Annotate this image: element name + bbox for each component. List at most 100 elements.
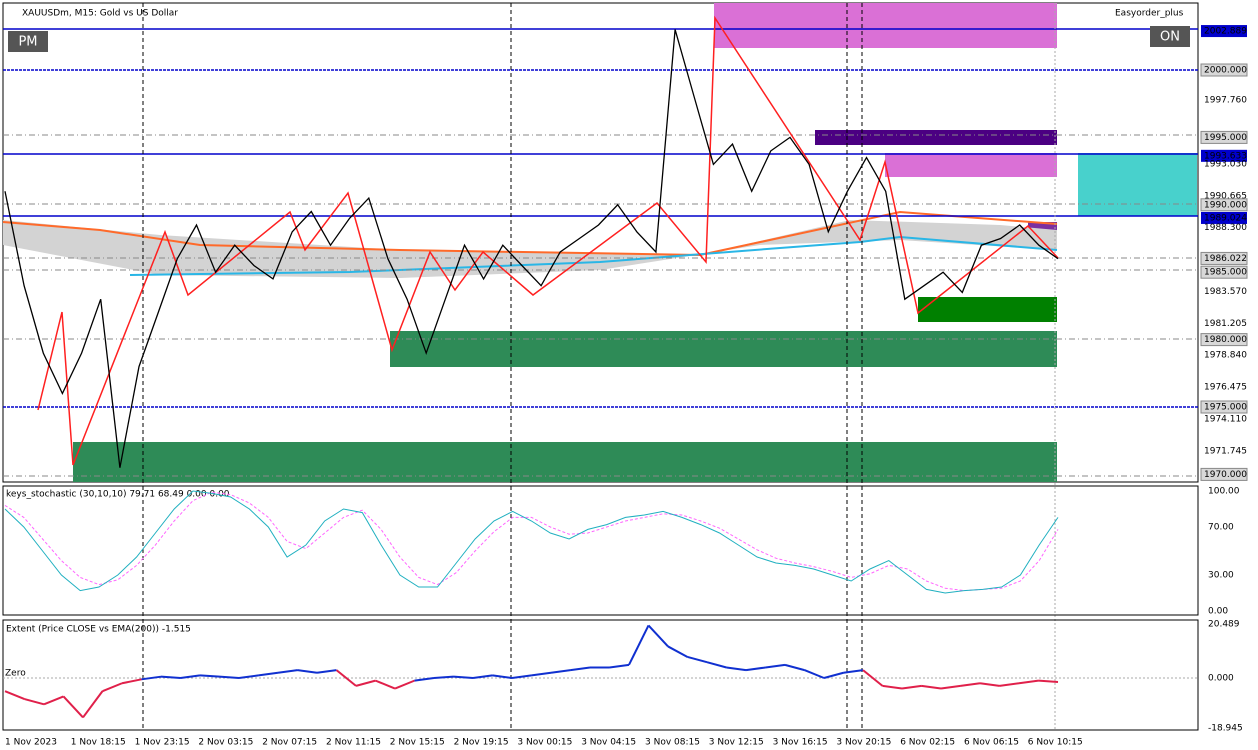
time-label: 3 Nov 16:15 [773,738,828,748]
time-label: 3 Nov 00:15 [517,738,572,748]
price-label: 1980.000 [1204,335,1247,345]
extent-segment [180,674,201,679]
time-label: 1 Nov 23:15 [135,738,190,748]
price-label: 1993.633 [1204,151,1247,161]
extent-segment [570,666,591,672]
extent-segment [258,671,279,677]
zone [714,3,1057,48]
extent-segment [667,645,688,658]
price-label: 1983.570 [1204,287,1247,297]
extent-segment [375,679,396,690]
price-label: 1997.760 [1204,96,1247,106]
extent-segment [940,684,961,690]
price-label: 1993.030 [1204,159,1247,169]
time-label: 3 Nov 04:15 [581,738,636,748]
extent-segment [355,679,376,687]
levels [3,28,1198,408]
price-label-box [1200,333,1248,347]
dash-levels [3,134,1198,477]
price-label: 1971.745 [1204,446,1247,456]
stochastic-panel [2,485,1199,616]
extent-segment [453,675,474,679]
time-label: 1 Nov 18:15 [71,738,126,748]
price-line [4,29,1059,468]
zero-label: Zero [5,669,26,679]
extent-segment [687,655,708,664]
price-label-box [1200,400,1248,414]
extent-axis-label: 0.000 [1208,674,1234,684]
zone [73,442,1057,482]
extent-segment [414,677,435,682]
time-label: 3 Nov 12:15 [709,738,764,748]
stochastic-main [4,490,1059,594]
extent-segment [999,682,1020,687]
price-label: 1974.110 [1204,414,1247,424]
extent-segment [4,690,25,700]
extent-segment [472,674,493,679]
fast-ma [129,235,1058,276]
time-label: 2 Nov 03:15 [198,738,253,748]
extent-panel [2,619,1199,731]
price-label: 1988.300 [1204,223,1247,233]
extent-segment [394,679,415,690]
time-label: 1 Nov 2023 [5,738,57,748]
extent-segment [219,675,240,679]
stochastic-axis-label: 30.00 [1208,571,1234,581]
price-label: 2000.000 [1204,66,1247,76]
price-label-box [1200,63,1248,77]
main-panel: XAUUSDm, M15: Gold vs US Dollar Easyorde… [2,2,1199,730]
stochastic-axis-label: 100.00 [1208,487,1240,497]
button-label[interactable]: ON [1160,30,1180,45]
extent-segment [277,669,298,674]
price-label: 1986.022 [1204,254,1247,264]
price-label-box [1200,198,1248,212]
extent-segment [141,675,162,681]
extent-segment [784,663,805,672]
time-label: 6 Nov 06:15 [964,738,1019,748]
stochastic-label: keys_stochastic (30,10,10) 79.71 68.49 0… [6,490,230,500]
zigzag [37,15,1059,466]
extent-segment [82,690,104,719]
time-label: 6 Nov 10:15 [1028,738,1083,748]
time-label: 2 Nov 15:15 [390,738,445,748]
extent-segment [433,675,454,679]
extent-segment [765,663,786,669]
extent-segment [745,666,766,672]
extent-segment [1018,679,1039,685]
price-label-box [1201,25,1247,38]
on-button[interactable]: ON [1150,26,1190,47]
extent-segment [882,684,903,690]
extent-segment [550,669,571,674]
zone [885,153,1057,177]
extent-segment [316,669,337,674]
extent-segment [862,669,884,687]
ea-name: Easyorder_plus [1115,9,1184,19]
extent-segment [843,669,864,674]
price-label: 1978.840 [1204,351,1247,361]
price-label: 1989.024 [1204,213,1247,223]
chart-title: XAUUSDm, M15: Gold vs US Dollar [22,9,178,19]
time-label: 2 Nov 07:15 [262,738,317,748]
extent-segment [901,684,922,690]
price-label-box [1200,251,1248,265]
extent-segment [706,661,727,669]
price-label: 1995.000 [1204,133,1247,143]
price-label: 1985.000 [1204,268,1247,278]
extent-segment [121,678,142,685]
price-label-box [1201,149,1247,162]
price-label: 1981.205 [1204,319,1247,329]
price-label: 2002.889 [1204,27,1247,37]
extent-axis-label: 20.489 [1208,620,1240,630]
extent-segment [647,624,669,648]
extent-segment [297,669,318,674]
extent-segment [979,682,1000,687]
extent-segment [102,682,123,693]
time-label: 3 Nov 20:15 [836,738,891,748]
time-label: 6 Nov 02:15 [900,738,955,748]
stochastic-signal [4,491,1059,592]
zone [918,297,1057,322]
button-label[interactable]: PM [18,35,37,50]
price-label: 1975.000 [1204,403,1247,413]
slow-ma [2,210,1058,257]
pm-button[interactable]: PM [8,31,48,52]
